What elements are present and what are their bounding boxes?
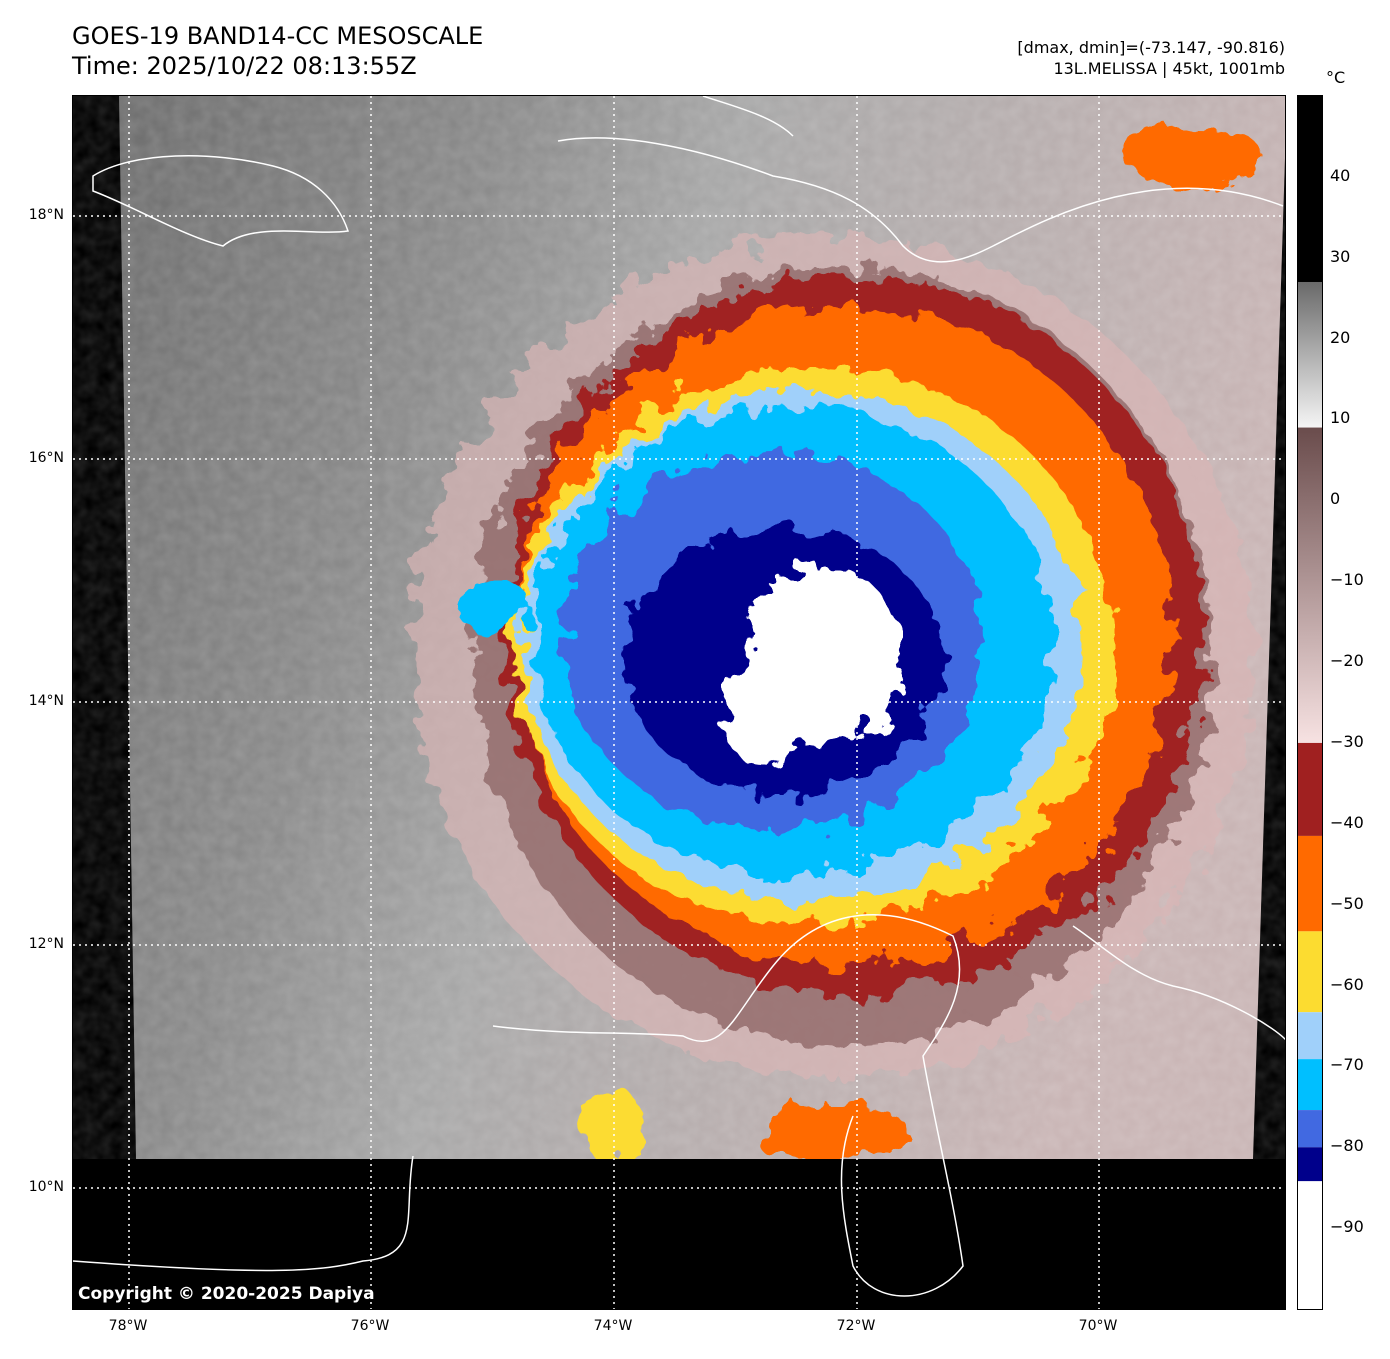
colorbar-segment (1298, 1147, 1322, 1182)
chart-title: GOES-19 BAND14-CC MESOSCALE (72, 22, 484, 50)
colorbar-segment (1298, 96, 1322, 282)
storm-cloud-shield (413, 126, 1263, 1166)
colorbar-unit: °C (1326, 68, 1346, 87)
lon-label: 70°W (1078, 1318, 1118, 1334)
colorbar-segment (1298, 1110, 1322, 1148)
colorbar-tick-label: −40 (1330, 812, 1364, 832)
colorbar-segment (1298, 427, 1322, 743)
colorbar-tick-label: 10 (1330, 408, 1351, 428)
colorbar-segment (1298, 1012, 1322, 1060)
lon-label: 74°W (593, 1318, 633, 1334)
lon-label: 78°W (108, 1318, 148, 1334)
colorbar-segment (1298, 1181, 1322, 1309)
colorbar-tick-label: −10 (1330, 570, 1364, 590)
lat-label: 16°N (28, 450, 64, 466)
colorbar-tick-label: −70 (1330, 1055, 1364, 1075)
colorbar-segment (1298, 835, 1322, 932)
colorbar (1297, 95, 1323, 1310)
satellite-map (72, 95, 1286, 1310)
colorbar-tick-label: −20 (1330, 651, 1364, 671)
colorbar-tick-label: 0 (1330, 489, 1341, 509)
colorbar-tick-label: 20 (1330, 327, 1351, 347)
colorbar-segment (1298, 742, 1322, 836)
colorbar-tick-label: −50 (1330, 893, 1364, 913)
copyright-notice: Copyright © 2020-2025 Dapiya (78, 1284, 375, 1304)
observation-time: Time: 2025/10/22 08:13:55Z (72, 52, 417, 80)
satellite-imagery (73, 96, 1285, 1309)
colorbar-segment (1298, 281, 1322, 428)
colorbar-segment (1298, 1059, 1322, 1111)
colorbar-tick-label: 30 (1330, 246, 1351, 266)
lon-label: 76°W (350, 1318, 390, 1334)
lat-label: 12°N (28, 936, 64, 952)
colorbar-tick-label: 40 (1330, 165, 1351, 185)
coastlines (73, 96, 1285, 1297)
storm-info-label: 13L.MELISSA | 45kt, 1001mb (1053, 59, 1285, 78)
colorbar-tick-label: −60 (1330, 974, 1364, 994)
colorbar-segment (1298, 931, 1322, 1013)
lon-label: 72°W (836, 1318, 876, 1334)
colorbar-scale (1298, 96, 1322, 1309)
lat-label: 10°N (28, 1179, 64, 1195)
lat-label: 18°N (28, 207, 64, 223)
colorbar-tick-label: −30 (1330, 731, 1364, 751)
graticule (73, 96, 1285, 1309)
colorbar-tick-label: −80 (1330, 1136, 1364, 1156)
data-range-label: [dmax, dmin]=(-73.147, -90.816) (1017, 38, 1285, 57)
colorbar-tick-label: −90 (1330, 1217, 1364, 1237)
lat-label: 14°N (28, 693, 64, 709)
